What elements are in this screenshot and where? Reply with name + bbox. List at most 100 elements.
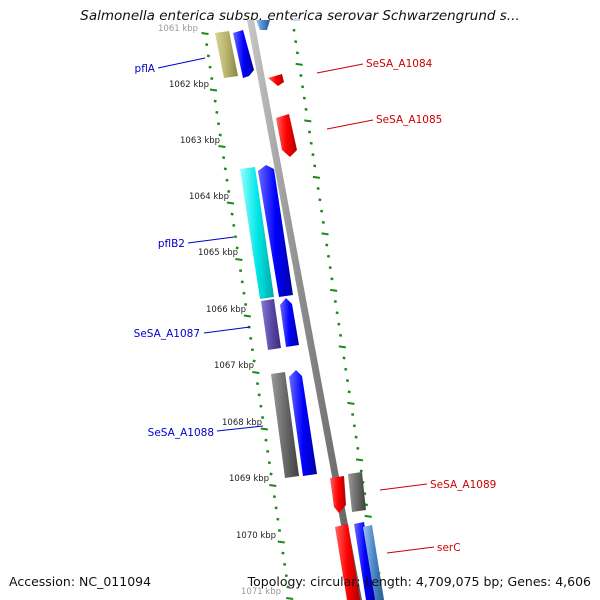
tick-minor	[210, 77, 214, 80]
tick-major	[295, 62, 303, 66]
tick-minor	[313, 164, 317, 168]
tick-minor	[205, 43, 209, 47]
label-SeSA_A1084[interactable]: SeSA_A1084	[366, 58, 433, 70]
tick-minor	[269, 472, 273, 476]
tick-minor	[252, 359, 256, 363]
gene-pflB2[interactable]	[258, 165, 293, 297]
ruler-label-1069: 1069 kbp	[229, 474, 269, 484]
tick-minor	[274, 506, 278, 510]
tick-minor	[216, 122, 221, 126]
label-pflB2[interactable]: pflB2	[158, 238, 185, 250]
tick-minor	[337, 322, 341, 326]
backbone-line	[247, 20, 362, 600]
gene-top-steel[interactable]	[256, 20, 270, 30]
gene-SeSA_A1084[interactable]	[268, 74, 284, 86]
gene-SeSA_A1087[interactable]	[280, 298, 299, 347]
tick-minor	[299, 74, 303, 77]
tick-major	[277, 540, 285, 544]
label-SeSA_A1087[interactable]: SeSA_A1087	[134, 328, 200, 340]
tick-minor	[235, 246, 239, 250]
gene-SeSA_A1085[interactable]	[276, 114, 297, 157]
tick-major	[355, 458, 364, 462]
tick-minor	[215, 110, 219, 114]
gene-serC[interactable]	[335, 524, 360, 600]
tick-minor	[227, 190, 231, 193]
left-gene-labels: pflA pflB2 SeSA_A1087 SeSA_A1088	[134, 57, 264, 439]
tick-minor	[352, 424, 356, 428]
tick-minor	[330, 277, 334, 281]
tick-minor	[232, 223, 236, 227]
tick-minor	[328, 266, 332, 270]
label-SeSA_A1085[interactable]: SeSA_A1085	[376, 114, 442, 126]
tick-minor	[261, 416, 265, 419]
tick-major	[226, 201, 235, 205]
gene-serC-blue[interactable]	[354, 522, 376, 600]
tick-minor	[335, 311, 339, 315]
right-gene-labels: SeSA_A1084 SeSA_A1085 SeSA_A1089 serC	[316, 58, 496, 554]
tick-major	[260, 427, 268, 431]
gene-serC-steel[interactable]	[363, 525, 384, 600]
gene-SeSA_A1088-gray[interactable]	[271, 372, 299, 478]
tick-major	[286, 597, 294, 600]
label-serC[interactable]: serC	[437, 542, 461, 554]
tick-minor	[218, 133, 222, 137]
tick-minor	[242, 291, 246, 295]
tick-major	[304, 119, 312, 123]
tick-minor	[272, 495, 277, 499]
ruler-label-1068: 1068 kbp	[222, 418, 262, 428]
gene-SeSA_A1087-purple[interactable]	[261, 299, 281, 350]
tick-minor	[281, 551, 285, 555]
tick-minor	[233, 235, 238, 239]
tick-minor	[223, 167, 227, 171]
tick-minor	[302, 96, 306, 100]
tick-minor	[316, 187, 320, 190]
tick-minor	[284, 574, 288, 578]
tick-minor	[208, 65, 212, 69]
tick-minor	[240, 280, 244, 284]
tick-minor	[318, 198, 322, 202]
tick-minor	[301, 85, 305, 89]
label-SeSA_A1088[interactable]: SeSA_A1088	[148, 427, 214, 439]
tick-minor	[309, 141, 313, 145]
tick-major	[201, 32, 209, 35]
label-pflA[interactable]: pflA	[135, 63, 156, 75]
gene-pflA[interactable]	[233, 30, 254, 78]
tick-minor	[321, 220, 325, 224]
tick-minor	[347, 390, 351, 394]
tick-minor	[244, 303, 248, 306]
ruler-label-1062: 1062 kbp	[169, 80, 209, 90]
tick-minor	[250, 348, 255, 352]
label-SeSA_A1089[interactable]: SeSA_A1089	[430, 479, 496, 491]
tick-minor	[286, 585, 290, 589]
tick-minor	[354, 435, 358, 439]
gene-pflA-olive[interactable]	[215, 31, 238, 78]
tick-minor	[326, 254, 331, 258]
tick-minor	[283, 562, 287, 566]
tick-minor	[292, 28, 296, 32]
ruler-label-1065: 1065 kbp	[198, 248, 238, 258]
tick-minor	[230, 212, 234, 216]
gene-SeSA_A1089-gray[interactable]	[348, 472, 366, 512]
ruler-label-1070: 1070 kbp	[236, 531, 276, 541]
tick-minor	[206, 54, 210, 58]
tick-major	[321, 232, 329, 236]
tick-major	[364, 514, 372, 518]
topology-text: Topology: circular; Length: 4,709,075 bp…	[247, 574, 591, 589]
gene-SeSA_A1089[interactable]	[330, 476, 346, 513]
tick-major	[347, 401, 355, 405]
tick-minor	[351, 413, 355, 416]
tick-minor	[277, 529, 282, 532]
tick-minor	[359, 469, 363, 473]
tick-minor	[333, 300, 337, 303]
ruler-label-1061: 1061 kbp	[158, 24, 198, 34]
ruler-label-1071: 1071 kbp	[241, 587, 281, 597]
tick-minor	[249, 336, 253, 340]
gene-SeSA_A1088[interactable]	[289, 370, 317, 476]
tick-major	[209, 88, 218, 92]
tick-minor	[264, 438, 268, 442]
tick-minor	[307, 130, 312, 134]
gene-pflB2-cyan[interactable]	[240, 167, 274, 299]
tick-minor	[257, 393, 261, 397]
tick-minor	[320, 209, 324, 213]
tick-minor	[213, 99, 217, 103]
